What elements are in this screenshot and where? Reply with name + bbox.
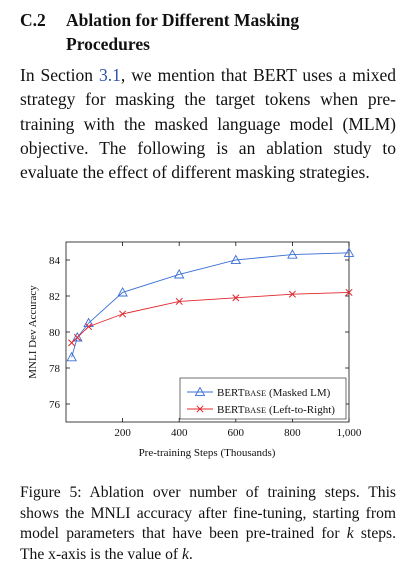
caption-text-end: . xyxy=(188,545,193,563)
data-point-1 xyxy=(85,323,93,331)
data-point-1 xyxy=(175,297,183,305)
legend-label-0: BERTBASE (Masked LM) xyxy=(217,387,331,399)
data-point-1 xyxy=(73,333,81,341)
caption-text: Figure 5: Ablation over number of traini… xyxy=(20,484,396,542)
section-number: C.2 xyxy=(20,10,46,30)
series-line-0 xyxy=(71,252,350,358)
y-tick-label: 76 xyxy=(49,399,61,411)
data-point-1 xyxy=(232,294,240,302)
y-tick-label: 82 xyxy=(49,291,60,303)
series-line-1 xyxy=(71,291,350,344)
data-point-0 xyxy=(72,331,83,342)
data-point-0 xyxy=(117,286,128,297)
section-link[interactable]: 3.1 xyxy=(99,65,121,85)
x-tick-label: 600 xyxy=(228,427,245,439)
data-point-1 xyxy=(288,290,296,298)
y-tick-label: 78 xyxy=(49,363,61,375)
data-point-0 xyxy=(343,247,355,257)
legend: BERTBASE (Masked LM) BERTBASE (Left-to-Ri… xyxy=(179,377,347,420)
body-paragraph: In Section 3.1, we mention that BERT use… xyxy=(20,63,396,184)
data-point-1 xyxy=(345,288,353,296)
figure-caption: Figure 5: Ablation over number of traini… xyxy=(20,483,396,565)
paragraph-text-cont: , we mention that BERT uses a mixed stra… xyxy=(20,65,396,183)
caption-var-k: k xyxy=(346,525,354,542)
x-tick-label: 400 xyxy=(171,427,188,439)
x-axis-label: Pre-training Steps (Thousands) xyxy=(139,447,276,459)
data-point-0 xyxy=(173,268,185,279)
data-point-0 xyxy=(230,254,242,265)
data-point-0 xyxy=(66,351,77,362)
data-point-1 xyxy=(68,339,76,347)
caption-var-k-2: k xyxy=(181,545,189,563)
data-point-0 xyxy=(287,249,298,259)
legend-marker xyxy=(194,386,206,397)
x-tick-label: 1,000 xyxy=(337,427,362,439)
caption-text-cont: steps. The x-axis is the value of xyxy=(20,525,397,563)
paragraph-text: In Section xyxy=(20,65,99,85)
section-title: Ablation for Different Masking Procedure… xyxy=(66,10,300,54)
y-tick-label: 84 xyxy=(49,255,61,267)
legend-box xyxy=(179,377,347,420)
y-tick-label: 80 xyxy=(49,327,61,339)
legend-label-1: BERTBASE (Left-to-Right) xyxy=(217,404,335,416)
data-point-1 xyxy=(119,310,127,318)
accuracy-chart: 200 400 600 800 1,000 76 78 80 82 84 MNLI Dev Acc… xyxy=(27,241,362,459)
legend-marker xyxy=(196,405,204,413)
x-tick-label: 800 xyxy=(284,427,301,439)
y-axis-label: MNLI Dev Accuracy xyxy=(27,285,39,379)
x-tick-label: 200 xyxy=(114,427,131,439)
